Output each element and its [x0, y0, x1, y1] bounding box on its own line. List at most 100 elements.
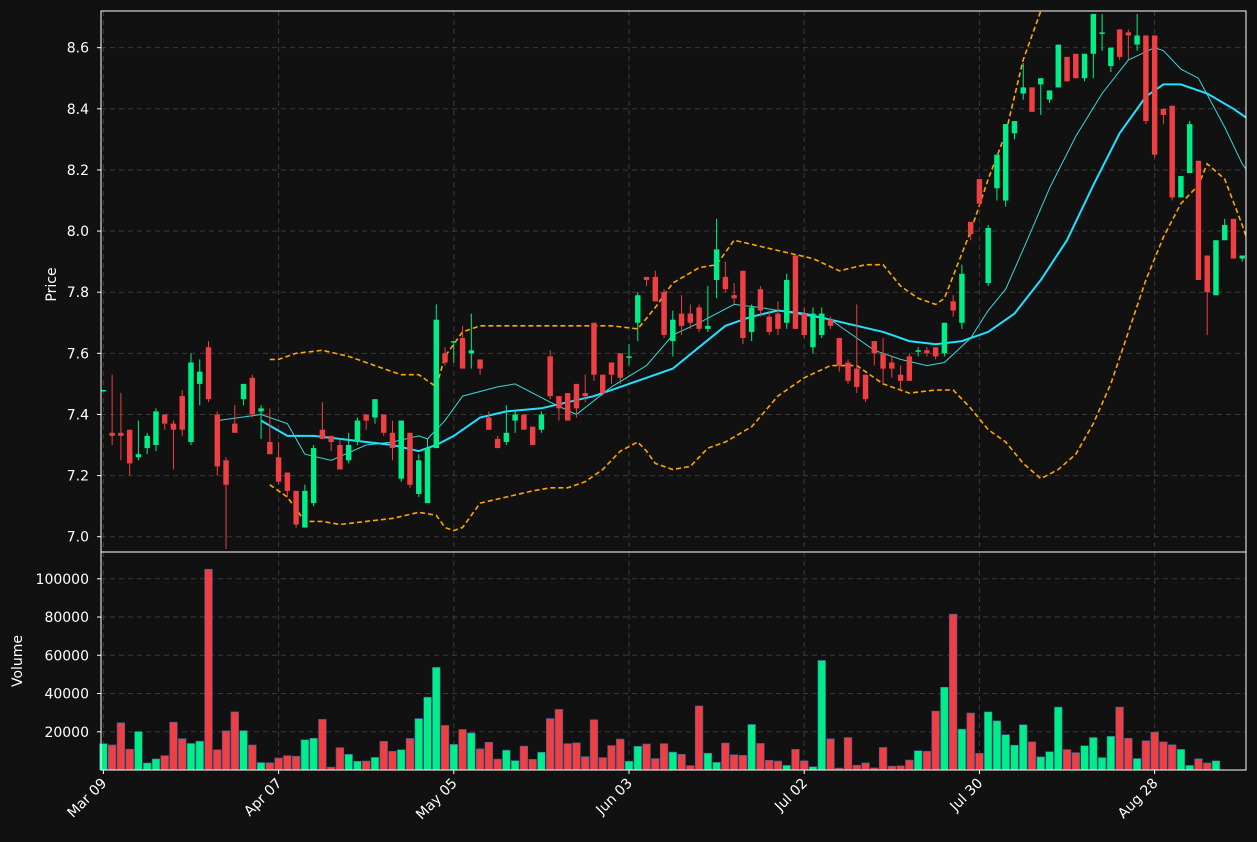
- volume-bar: [581, 756, 590, 771]
- candle-body: [1064, 56, 1070, 82]
- price-tick-label: 7.0: [67, 530, 89, 546]
- candle-body: [459, 338, 466, 369]
- candle-body: [529, 426, 536, 446]
- volume-bar: [1027, 741, 1037, 771]
- volume-bar: [677, 754, 686, 771]
- volume-bar: [563, 743, 572, 771]
- candle-body: [1108, 47, 1114, 67]
- volume-bar: [554, 709, 564, 771]
- candle-body: [363, 414, 369, 421]
- candle-body: [1169, 105, 1175, 198]
- volume-axis-label: Volume: [10, 635, 26, 687]
- candle-body: [1230, 218, 1237, 259]
- volume-bar: [1062, 749, 1072, 771]
- candle-body: [556, 396, 562, 409]
- volume-bar: [817, 660, 826, 771]
- candle-body: [897, 374, 904, 381]
- candle-body: [748, 307, 755, 332]
- volume-bar: [694, 705, 704, 771]
- candle-body: [582, 393, 588, 397]
- candle-body: [310, 448, 317, 504]
- volume-bar: [475, 748, 485, 771]
- candle-body: [503, 432, 510, 442]
- price-tick-label: 8.0: [67, 224, 89, 240]
- candle-body: [451, 341, 457, 343]
- volume-bar: [309, 737, 318, 771]
- candle-body: [643, 276, 650, 280]
- candle-body: [792, 255, 799, 329]
- candle-body: [1195, 160, 1202, 280]
- volume-bar: [1089, 737, 1098, 771]
- volume-bar: [624, 760, 634, 771]
- volume-panel-frame: [100, 551, 1247, 771]
- candle-body: [836, 338, 842, 366]
- candle-body: [345, 445, 352, 461]
- volume-bar: [493, 758, 502, 771]
- volume-tick-label: 40000: [44, 687, 89, 703]
- volume-bar: [738, 754, 748, 771]
- lower-band-line: [269, 162, 1246, 532]
- volume-bar: [143, 762, 152, 771]
- candle-body: [354, 420, 361, 442]
- volume-bar: [178, 738, 187, 771]
- volume-bar: [510, 760, 520, 771]
- candle-body: [1222, 224, 1228, 241]
- volume-bar: [1203, 762, 1212, 771]
- volume-bar: [397, 749, 406, 771]
- volume-bar: [922, 750, 932, 771]
- candle-body: [135, 454, 142, 458]
- volume-bar: [335, 747, 345, 771]
- volume-bar: [221, 730, 231, 771]
- volume-bar: [256, 762, 266, 771]
- candle-body: [705, 325, 711, 329]
- candle-body: [889, 362, 895, 369]
- candle-body: [179, 396, 185, 430]
- price-tick-label: 7.8: [67, 285, 89, 301]
- candle-body: [810, 313, 816, 348]
- volume-bar: [230, 711, 239, 771]
- volume-bar: [729, 754, 739, 771]
- volume-bar: [616, 738, 625, 771]
- candle-body: [424, 448, 431, 504]
- candle-body: [626, 356, 632, 358]
- candle-body: [153, 411, 159, 446]
- volume-bar: [686, 765, 695, 771]
- volume-bar: [169, 721, 178, 771]
- candle-body: [661, 292, 667, 335]
- volume-bar: [940, 686, 949, 771]
- volume-bar: [782, 765, 791, 771]
- volume-bar: [1097, 757, 1107, 771]
- volume-bar: [852, 764, 861, 771]
- volume-bar: [151, 758, 161, 771]
- volume-bar: [975, 753, 984, 771]
- candle-body: [1160, 108, 1167, 115]
- candle-body: [976, 179, 983, 204]
- candle-body: [1186, 124, 1193, 173]
- candle-body: [319, 429, 326, 439]
- volume-bar: [1141, 740, 1151, 771]
- volume-bar: [992, 720, 1002, 771]
- candle-body: [433, 319, 439, 449]
- candle-body: [442, 353, 448, 363]
- candle-body: [713, 249, 720, 280]
- volume-bar: [1150, 731, 1159, 771]
- volume-bar: [484, 741, 493, 771]
- volume-bar: [116, 722, 126, 771]
- volume-bar: [843, 737, 853, 771]
- candle-body: [407, 432, 413, 485]
- volume-bar: [1001, 734, 1010, 771]
- volume-bar: [195, 740, 204, 771]
- candle-body: [214, 414, 220, 467]
- candle-body: [197, 371, 203, 384]
- candle-body: [188, 362, 194, 442]
- candle-body: [1029, 87, 1035, 112]
- price-vertical-gridlines: [102, 11, 1156, 552]
- candle-body: [906, 356, 913, 381]
- price-gridlines: [101, 47, 1246, 538]
- candle-body: [862, 374, 869, 400]
- candle-body: [985, 228, 991, 284]
- candle-body: [1073, 53, 1079, 79]
- volume-bar: [370, 757, 380, 771]
- candle-body: [538, 414, 545, 430]
